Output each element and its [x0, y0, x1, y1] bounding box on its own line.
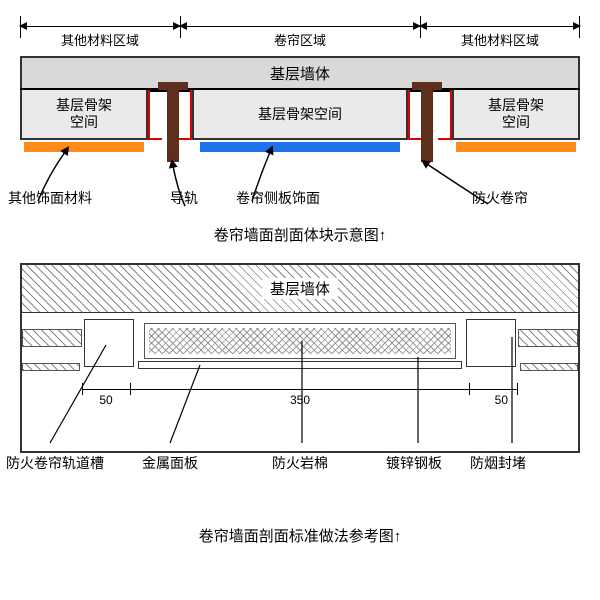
label-other-finish: 其他饰面材料 — [8, 188, 92, 208]
dim-350: 350 — [290, 393, 310, 407]
label-rail: 导轨 — [170, 188, 198, 208]
bottom-caption: 卷帘墙面剖面标准做法参考图↑ — [20, 525, 580, 546]
frame-space-mid: 基层骨架空间 — [192, 90, 408, 140]
frame-space-right: 基层骨架 空间 — [452, 90, 580, 140]
top-caption: 卷帘墙面剖面体块示意图↑ — [20, 224, 580, 245]
track-slot-right — [466, 319, 516, 367]
label-rock-wool: 防火岩棉 — [272, 453, 328, 473]
metal-face-panel — [138, 361, 462, 369]
top-dimension-row: 其他材料区域 卷帘区域 其他材料区域 — [20, 14, 580, 50]
guide-rail-left — [167, 84, 179, 162]
rock-wool-panel — [144, 323, 456, 359]
other-finish-right — [456, 142, 576, 152]
top-section-diagram: 基层墙体 基层骨架 空间 基层骨架空间 基层骨架 空间 — [20, 56, 580, 186]
base-wall-label: 基层墙体 — [270, 63, 330, 84]
guide-rail-right — [421, 84, 433, 162]
dim-label-mid: 卷帘区域 — [274, 30, 326, 49]
track-slot-left — [84, 319, 134, 367]
bottom-base-wall: 基层墙体 — [22, 265, 578, 313]
label-track-slot: 防火卷帘轨道槽 — [6, 453, 104, 473]
bottom-base-wall-label: 基层墙体 — [262, 278, 338, 299]
dim-50-left: 50 — [99, 393, 112, 407]
dim-label-right: 其他材料区域 — [461, 30, 539, 49]
base-wall: 基层墙体 — [20, 56, 580, 90]
dim-50-right: 50 — [495, 393, 508, 407]
frame-right-label: 基层骨架 空间 — [488, 97, 544, 131]
label-side-panel: 卷帘侧板饰面 — [236, 188, 320, 208]
bottom-label-row: 防火卷帘轨道槽 金属面板 防火岩棉 镀锌钢板 防烟封堵 — [20, 453, 580, 493]
frame-mid-label: 基层骨架空间 — [258, 106, 342, 123]
dim-label-left: 其他材料区域 — [61, 30, 139, 49]
frame-space-left: 基层骨架 空间 — [20, 90, 148, 140]
shutter-side-panel — [200, 142, 400, 152]
label-smoke-seal: 防烟封堵 — [470, 453, 526, 473]
bottom-dimensions: 50 350 50 — [82, 383, 518, 409]
other-finish-left — [24, 142, 144, 152]
label-fire-shutter: 防火卷帘 — [472, 188, 528, 208]
label-galv-plate: 镀锌钢板 — [386, 453, 442, 473]
frame-left-label: 基层骨架 空间 — [56, 97, 112, 131]
label-metal-panel: 金属面板 — [142, 453, 198, 473]
bottom-section-diagram: 基层墙体 50 350 50 — [20, 263, 580, 453]
